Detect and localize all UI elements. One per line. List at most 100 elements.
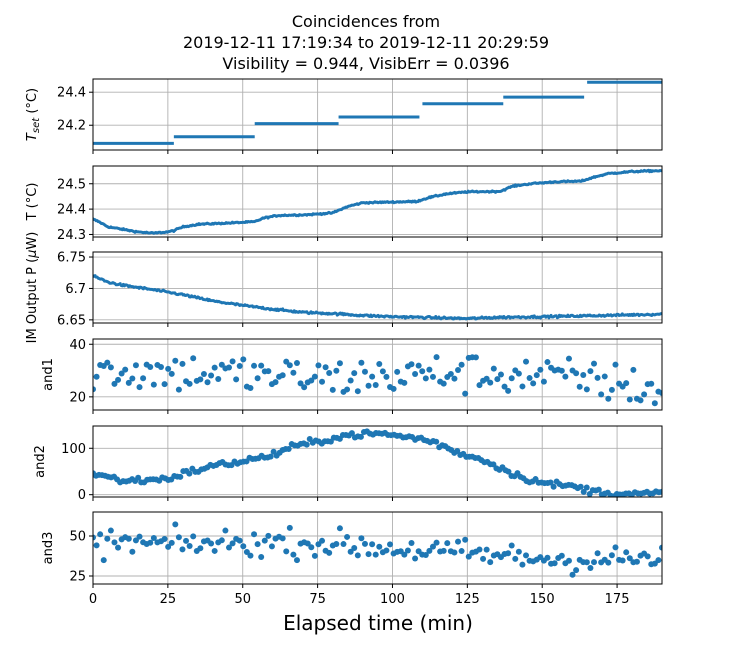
data-point: [591, 559, 598, 566]
data-point: [550, 483, 557, 490]
data-point: [161, 535, 168, 542]
data-point: [229, 540, 236, 547]
data-point: [93, 386, 96, 393]
data-point: [344, 386, 351, 393]
data-point: [97, 531, 104, 538]
data-point: [376, 543, 383, 550]
data-point: [268, 543, 275, 550]
panel-tset-frame: [92, 78, 663, 151]
data-point: [494, 376, 501, 383]
data-point: [580, 372, 587, 379]
data-point: [254, 541, 261, 548]
data-point: [254, 375, 261, 382]
data-point: [433, 438, 440, 445]
data-point: [283, 548, 290, 555]
data-point: [365, 382, 372, 389]
data-point: [147, 539, 154, 546]
data-point: [172, 357, 179, 364]
data-point: [197, 545, 204, 552]
data-point: [132, 362, 139, 369]
panel-and2-y-tick-label: 0: [78, 488, 86, 503]
data-point: [351, 545, 358, 551]
panel-and3-y-tick-label: 25: [69, 570, 86, 585]
panel-and1-y-tick-label: 40: [69, 338, 86, 353]
data-point: [118, 370, 125, 377]
data-point: [333, 540, 340, 547]
data-point: [605, 559, 612, 566]
data-point: [583, 559, 590, 566]
data-point: [523, 552, 530, 559]
data-point: [372, 551, 379, 558]
data-point: [204, 379, 211, 386]
data-point: [265, 368, 272, 375]
data-point: [648, 380, 655, 387]
data-point: [419, 368, 426, 375]
data-point: [272, 379, 279, 386]
data-point: [347, 377, 354, 384]
x-tick-label: 100: [380, 592, 405, 607]
panel-and3-y-tick-label: 50: [69, 530, 86, 545]
data-point: [172, 521, 179, 528]
data-point: [285, 446, 292, 453]
data-point: [326, 370, 333, 377]
data-point: [426, 366, 433, 373]
data-point: [547, 479, 554, 486]
data-point: [623, 380, 630, 387]
data-point: [129, 375, 136, 382]
x-axis-label: Elapsed time (min): [283, 611, 473, 635]
data-point: [175, 386, 182, 393]
data-point: [326, 549, 333, 556]
panel-and1-data: [93, 354, 662, 407]
data-point: [637, 397, 644, 404]
data-point: [211, 364, 218, 371]
data-point: [623, 549, 630, 556]
data-point: [303, 441, 310, 448]
data-point: [619, 557, 626, 564]
data-point: [659, 488, 662, 495]
panel-and3-data: [93, 521, 662, 578]
data-point: [379, 368, 386, 375]
x-tick-label: 25: [160, 592, 177, 607]
panel-and2-y-tick-label: 100: [61, 442, 86, 457]
data-point: [508, 375, 515, 382]
data-point: [351, 370, 358, 377]
data-point: [641, 391, 648, 398]
data-point: [290, 369, 297, 376]
data-point: [573, 370, 580, 377]
data-point: [505, 468, 512, 475]
data-point: [344, 533, 351, 540]
data-point: [480, 555, 487, 562]
panel-and1-y-axis-label: and1: [41, 358, 56, 391]
data-point: [197, 376, 204, 383]
data-point: [186, 543, 193, 550]
panel-temp-y-axis-label: T (°C): [25, 183, 40, 222]
data-point: [523, 358, 530, 365]
data-point: [111, 380, 118, 387]
data-point: [440, 547, 447, 554]
data-point: [293, 360, 300, 367]
data-point: [333, 367, 340, 374]
data-point: [354, 552, 361, 559]
panel-temp-y-tick-label: 24.5: [57, 177, 86, 192]
data-point: [225, 364, 232, 371]
data-point: [240, 543, 247, 550]
data-point: [140, 375, 147, 382]
panel-tset-y-axis-label: Tset (°C): [25, 88, 42, 141]
data-point: [598, 391, 605, 398]
panel-tset-y-tick-label: 24.4: [57, 86, 86, 101]
data-point: [311, 373, 318, 380]
data-point: [626, 555, 633, 562]
data-point: [129, 548, 136, 555]
data-point: [168, 370, 175, 377]
data-point: [440, 380, 447, 387]
data-point: [655, 557, 662, 564]
data-point: [290, 551, 297, 558]
data-point: [429, 373, 436, 380]
data-point: [544, 359, 551, 366]
data-point: [369, 541, 376, 548]
data-point: [630, 366, 637, 373]
data-point: [168, 539, 175, 546]
data-point: [659, 169, 662, 173]
panel-temp-y-tick-label: 24.3: [57, 228, 86, 243]
data-point: [526, 375, 533, 382]
